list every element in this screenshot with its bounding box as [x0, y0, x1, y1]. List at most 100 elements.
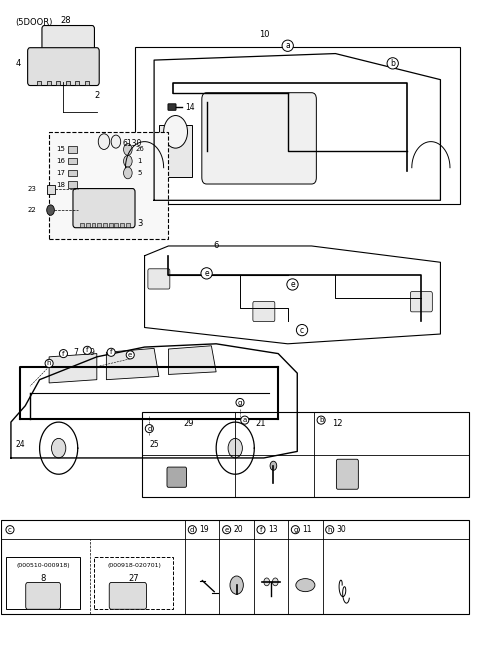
Text: h: h — [47, 360, 51, 366]
Bar — [68, 146, 77, 153]
Text: 9: 9 — [90, 348, 95, 357]
Text: 16: 16 — [57, 159, 66, 164]
Text: 20: 20 — [234, 525, 243, 534]
FancyBboxPatch shape — [49, 132, 168, 240]
Text: 3: 3 — [137, 219, 143, 228]
Bar — [56, 81, 60, 85]
Text: b: b — [390, 59, 395, 68]
Polygon shape — [168, 346, 216, 375]
Bar — [135, 47, 459, 204]
Circle shape — [228, 438, 242, 458]
Text: 23: 23 — [27, 186, 36, 192]
Bar — [75, 81, 79, 85]
Bar — [47, 185, 55, 195]
Text: c: c — [8, 527, 12, 533]
Text: e: e — [128, 352, 132, 358]
Text: 13: 13 — [268, 525, 278, 534]
FancyBboxPatch shape — [109, 582, 146, 609]
FancyBboxPatch shape — [167, 467, 187, 487]
Text: (000918-020701): (000918-020701) — [107, 563, 161, 568]
Ellipse shape — [296, 578, 315, 591]
Text: 26: 26 — [135, 147, 144, 153]
Text: 11: 11 — [302, 525, 312, 534]
Bar — [115, 223, 118, 227]
Text: e: e — [204, 269, 209, 278]
Circle shape — [230, 576, 243, 594]
Text: f: f — [62, 350, 65, 356]
Text: 10: 10 — [259, 30, 269, 39]
FancyBboxPatch shape — [410, 291, 432, 312]
FancyBboxPatch shape — [26, 582, 60, 609]
Text: 17: 17 — [57, 170, 66, 176]
Bar — [68, 181, 77, 188]
Bar — [109, 223, 113, 227]
Text: 15: 15 — [57, 147, 65, 153]
Text: f: f — [260, 527, 262, 533]
Circle shape — [98, 134, 110, 149]
Text: 2: 2 — [94, 91, 99, 100]
Circle shape — [123, 155, 132, 167]
Bar — [68, 158, 77, 164]
Bar — [120, 223, 124, 227]
Circle shape — [123, 143, 132, 155]
Text: (000510-000918): (000510-000918) — [17, 563, 70, 568]
Circle shape — [270, 461, 277, 470]
Text: h: h — [327, 527, 332, 533]
Bar — [1, 520, 469, 614]
Bar — [80, 223, 84, 227]
Bar — [126, 223, 130, 227]
Text: 29: 29 — [184, 419, 194, 428]
Bar — [92, 223, 96, 227]
Polygon shape — [107, 348, 159, 380]
Text: 27: 27 — [129, 574, 139, 583]
Text: 6130: 6130 — [123, 139, 142, 148]
Bar — [85, 81, 89, 85]
Text: f: f — [86, 347, 88, 353]
Text: 1: 1 — [138, 159, 142, 164]
Circle shape — [273, 578, 278, 586]
Text: d: d — [147, 426, 152, 432]
Bar — [103, 223, 107, 227]
FancyBboxPatch shape — [202, 93, 316, 184]
Text: g: g — [238, 400, 242, 405]
Circle shape — [123, 167, 132, 179]
Text: g: g — [293, 527, 298, 533]
Text: 14: 14 — [185, 103, 195, 112]
Text: b: b — [319, 417, 324, 423]
Text: (5DOOR): (5DOOR) — [16, 18, 53, 27]
Text: 25: 25 — [149, 440, 159, 449]
Circle shape — [47, 205, 54, 215]
Bar — [142, 412, 469, 497]
Circle shape — [164, 115, 188, 148]
FancyBboxPatch shape — [336, 459, 359, 489]
Text: a: a — [285, 41, 290, 50]
Text: 19: 19 — [199, 525, 209, 534]
Bar — [86, 223, 90, 227]
Text: e: e — [225, 527, 229, 533]
FancyBboxPatch shape — [148, 269, 170, 289]
Text: 4: 4 — [15, 59, 21, 68]
Circle shape — [111, 135, 120, 148]
FancyBboxPatch shape — [28, 48, 99, 86]
Text: 12: 12 — [332, 419, 343, 428]
Circle shape — [264, 578, 270, 586]
Text: 22: 22 — [27, 207, 36, 213]
Text: 21: 21 — [256, 419, 266, 428]
Bar — [6, 557, 80, 609]
Text: 30: 30 — [337, 525, 347, 534]
FancyBboxPatch shape — [253, 301, 275, 322]
Bar — [97, 223, 101, 227]
FancyBboxPatch shape — [42, 26, 95, 54]
Text: 6: 6 — [214, 242, 219, 250]
Text: 7: 7 — [73, 348, 78, 357]
Bar — [95, 557, 173, 609]
Polygon shape — [49, 354, 97, 383]
Text: 28: 28 — [60, 16, 71, 25]
Text: 5: 5 — [138, 170, 142, 176]
Text: a: a — [243, 417, 247, 423]
Text: c: c — [300, 326, 304, 335]
Bar — [68, 170, 77, 176]
Bar — [66, 81, 70, 85]
Bar — [159, 125, 192, 178]
Text: f: f — [110, 349, 112, 355]
